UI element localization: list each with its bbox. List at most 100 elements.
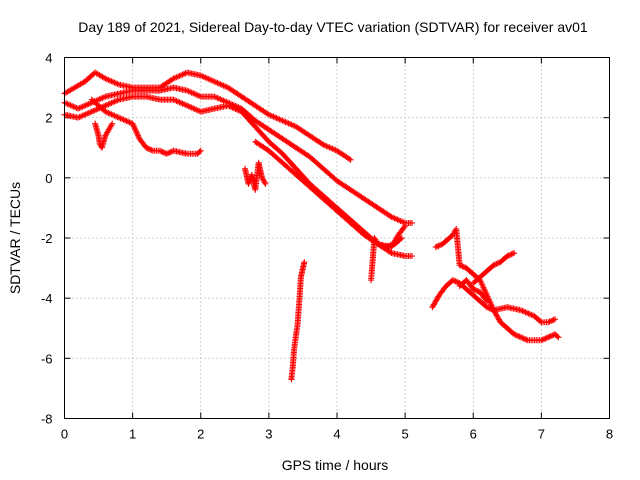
data-point <box>158 148 165 155</box>
data-point <box>522 336 529 343</box>
x-tick-label: 6 <box>470 427 477 442</box>
data-points <box>61 69 562 383</box>
data-point <box>542 335 549 342</box>
data-point <box>197 147 204 154</box>
data-point <box>376 241 383 248</box>
data-point <box>483 298 490 305</box>
data-point <box>432 244 439 251</box>
data-point <box>159 148 166 155</box>
data-point <box>451 277 458 284</box>
data-point <box>387 249 394 256</box>
data-point <box>163 150 170 157</box>
x-tick-label: 4 <box>333 427 340 442</box>
data-point <box>517 334 524 341</box>
data-point <box>408 253 415 260</box>
data-point <box>482 296 489 303</box>
y-tick-label: -8 <box>41 412 53 427</box>
data-point <box>493 260 500 267</box>
data-point <box>545 334 552 341</box>
data-point <box>516 333 523 340</box>
data-point <box>538 337 545 344</box>
data-point <box>474 287 481 294</box>
data-point <box>160 149 167 156</box>
data-point <box>262 180 269 187</box>
data-point <box>434 243 441 250</box>
data-point <box>471 286 478 293</box>
data-point <box>470 286 477 293</box>
data-point <box>483 304 490 311</box>
data-point <box>543 334 550 341</box>
y-axis-label: SDTVAR / TECUs <box>7 182 23 294</box>
data-point <box>401 224 408 231</box>
data-point <box>550 316 557 323</box>
data-point <box>485 304 492 311</box>
data-point <box>549 317 556 324</box>
chart-title: Day 189 of 2021, Sidereal Day-to-day VTE… <box>78 19 588 35</box>
data-point <box>346 155 353 162</box>
data-point <box>378 242 385 249</box>
data-point <box>520 335 527 342</box>
data-point <box>511 250 518 257</box>
data-point <box>490 262 497 269</box>
data-point <box>145 145 152 152</box>
data-point <box>398 235 405 241</box>
x-tick-label: 1 <box>129 427 136 442</box>
data-point <box>472 287 479 294</box>
data-point <box>452 278 459 285</box>
data-point <box>377 242 384 249</box>
data-point <box>509 250 516 257</box>
data-point <box>449 277 456 284</box>
data-point <box>546 318 553 325</box>
data-point <box>143 144 150 151</box>
data-point <box>505 252 512 259</box>
data-point <box>165 150 172 157</box>
data-point <box>519 334 526 341</box>
data-point <box>156 147 163 154</box>
y-tick-label: -4 <box>41 291 53 306</box>
data-point <box>459 263 466 270</box>
data-point <box>166 149 173 156</box>
x-tick-label: 3 <box>265 427 272 442</box>
data-point <box>547 333 554 340</box>
y-tick-label: -2 <box>41 231 53 246</box>
data-point <box>456 262 463 269</box>
y-tick-label: 0 <box>45 171 52 186</box>
data-point <box>167 148 174 155</box>
data-point <box>554 333 561 340</box>
data-point <box>515 333 522 340</box>
data-point <box>436 242 443 249</box>
data-point <box>508 251 515 258</box>
data-point <box>457 262 464 269</box>
y-tick-label: -6 <box>41 351 53 366</box>
x-tick-label: 8 <box>606 427 613 442</box>
data-point <box>511 331 518 338</box>
data-point <box>492 261 499 268</box>
data-point <box>547 318 554 325</box>
data-point <box>555 334 562 341</box>
data-point <box>408 219 415 226</box>
x-tick-label: 7 <box>538 427 545 442</box>
data-point <box>109 120 116 127</box>
data-point <box>301 259 308 266</box>
x-tick-label: 5 <box>402 427 409 442</box>
data-point <box>539 336 546 343</box>
data-point <box>545 319 552 326</box>
data-point <box>552 316 558 323</box>
data-point <box>512 331 519 338</box>
x-tick-label: 0 <box>61 427 68 442</box>
data-point <box>347 156 354 163</box>
data-point <box>147 146 154 153</box>
data-point <box>523 336 530 343</box>
y-tick-label: 4 <box>45 51 52 66</box>
x-axis-label: GPS time / hours <box>282 457 389 473</box>
data-point <box>196 148 203 155</box>
data-point <box>507 251 514 258</box>
data-point <box>460 263 467 270</box>
plot-frame <box>64 57 610 419</box>
grid <box>64 57 610 419</box>
tick-labels: 0 1 2 3 4 5 6 7 8 -8 -6 -4 -2 0 2 4 <box>41 51 613 442</box>
data-point <box>504 253 511 260</box>
data-point <box>374 241 381 248</box>
data-point <box>397 236 404 243</box>
